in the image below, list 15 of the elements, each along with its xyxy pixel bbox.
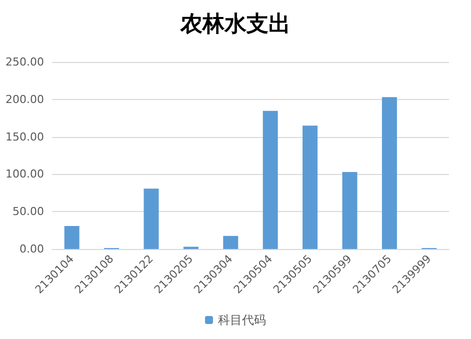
y-tick-label: 150.00 xyxy=(6,130,44,144)
y-tick-label: 250.00 xyxy=(6,56,44,68)
y-tick-label: 100.00 xyxy=(6,168,44,181)
legend-label: 科目代码 xyxy=(218,313,266,327)
bar xyxy=(382,97,397,249)
bar xyxy=(262,110,278,249)
y-tick-label: 50.00 xyxy=(12,205,44,218)
y-tick-label: 200.00 xyxy=(6,92,44,106)
bar xyxy=(144,188,159,249)
bar xyxy=(302,126,318,249)
bar xyxy=(64,226,80,249)
bar xyxy=(223,236,238,249)
chart-title: 农林水支出 xyxy=(180,11,290,37)
bar xyxy=(342,172,358,249)
y-tick-label: 0.00 xyxy=(20,242,44,256)
